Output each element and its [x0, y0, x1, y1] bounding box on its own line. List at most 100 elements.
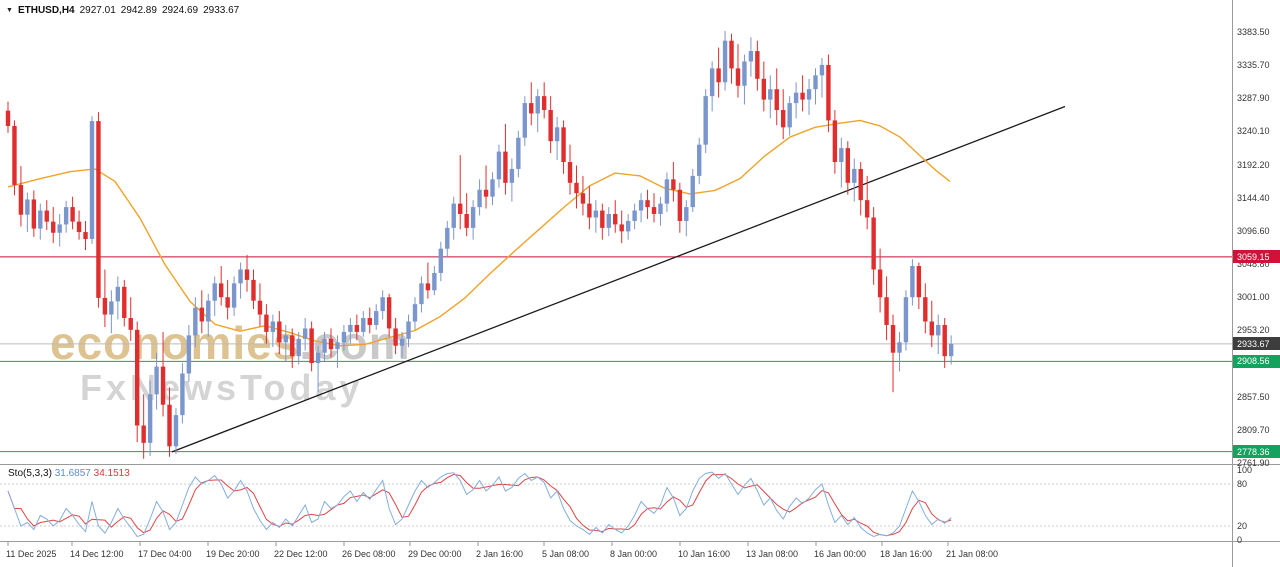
candle-body: [218, 283, 224, 298]
candle-body: [735, 68, 741, 86]
candle-body: [464, 214, 469, 228]
candle-body: [367, 318, 372, 325]
time-axis-label: 5 Jan 08:00: [542, 549, 590, 559]
price-tick-label: 2809.70: [1237, 424, 1270, 435]
candle-body: [335, 342, 340, 350]
candle-body: [755, 51, 760, 79]
candle-body: [613, 214, 618, 225]
time-axis-label: 22 Dec 12:00: [274, 549, 328, 559]
candle-body: [890, 324, 896, 353]
symbol-ohlc-bar: ▼ ETHUSD,H4 2927.01 2942.89 2924.69 2933…: [6, 5, 239, 16]
candle-body: [393, 328, 398, 346]
chevron-down-icon[interactable]: ▼: [6, 7, 13, 14]
candle-body: [386, 297, 392, 329]
time-axis-label: 21 Jan 08:00: [946, 549, 999, 559]
candle-body: [535, 96, 540, 114]
candle-body: [96, 121, 101, 298]
candle-body: [768, 89, 773, 100]
indicator-label: Sto(5,3,3) 31.6857 34.1513: [8, 468, 130, 479]
candle-body: [651, 207, 657, 215]
candle-body: [923, 297, 928, 322]
candle-body: [813, 75, 818, 90]
candle-body: [277, 321, 282, 343]
candle-body: [315, 352, 321, 364]
candle-body: [83, 232, 88, 239]
candle-body: [51, 221, 56, 233]
candle-body: [374, 311, 379, 325]
candle-body: [852, 168, 857, 183]
candle-body: [425, 283, 431, 291]
candle-body: [264, 314, 269, 332]
candle-body: [167, 404, 172, 447]
candle-body: [193, 307, 198, 336]
candle-body: [897, 342, 902, 353]
candle-body: [600, 210, 605, 228]
candle-body: [173, 415, 179, 447]
indicator-signal-value: 34.1513: [93, 468, 130, 479]
candle-body: [225, 297, 230, 308]
support-price-label: 2908.56: [1233, 354, 1280, 368]
candle-body: [438, 248, 444, 273]
candle-body: [684, 207, 689, 221]
candle-body: [445, 227, 450, 249]
symbol-label: ETHUSD,H4: [17, 5, 75, 16]
candle-body: [348, 324, 353, 332]
candle-body: [806, 89, 812, 100]
candle-body: [722, 40, 728, 83]
ohlc-high: 2942.89: [120, 5, 157, 16]
candle-body: [677, 189, 683, 221]
stoch-level-label: 100: [1237, 465, 1253, 475]
candle-body: [561, 127, 566, 163]
ohlc-open: 2927.01: [79, 5, 116, 16]
candle-body: [625, 220, 631, 232]
candle-body: [451, 203, 456, 228]
time-axis-label: 14 Dec 12:00: [70, 549, 124, 559]
candle-body: [490, 179, 495, 197]
price-tick-label: 3335.70: [1237, 60, 1270, 71]
price-tick-label: 3096.60: [1237, 225, 1270, 236]
candle-body: [128, 318, 133, 330]
time-axis-label: 10 Jan 16:00: [678, 549, 731, 559]
time-axis-label: 2 Jan 16:00: [476, 549, 524, 559]
price-tick-label: 3287.90: [1237, 93, 1270, 104]
candle-body: [341, 331, 347, 343]
candle-body: [290, 335, 295, 357]
candle-body: [774, 89, 779, 111]
candle-body: [115, 286, 121, 302]
moving-average-line: [7, 119, 951, 347]
price-tick-label: 3383.50: [1237, 27, 1270, 37]
ohlc-low: 2924.69: [161, 5, 199, 16]
candle-body: [109, 301, 114, 315]
candle-body: [541, 96, 547, 111]
candle-body: [270, 321, 276, 332]
candle-body: [354, 324, 360, 332]
candle-body: [477, 189, 482, 208]
candle-body: [432, 272, 437, 291]
candle-body: [154, 366, 159, 395]
candle-body: [606, 214, 611, 228]
candle-body: [160, 366, 166, 405]
candle-body: [839, 148, 844, 163]
stoch-level-label: 20: [1237, 521, 1248, 531]
candle-body: [5, 110, 11, 126]
candle-body: [936, 324, 941, 336]
stoch-signal-line: [7, 473, 952, 537]
ohlc-close: 2933.67: [203, 5, 240, 16]
price-tick-label: 3048.80: [1237, 259, 1270, 270]
candle-body: [593, 210, 599, 218]
candle-body: [70, 207, 75, 222]
candle-body: [903, 297, 909, 343]
candle-body: [38, 210, 43, 229]
candle-body: [781, 110, 786, 128]
time-axis-label: 29 Dec 00:00: [408, 549, 462, 559]
candle-body: [458, 203, 463, 215]
candle-body: [645, 200, 650, 208]
candle-body: [244, 269, 250, 280]
candle-body: [309, 328, 314, 364]
candle-body: [690, 175, 695, 208]
candle-body: [742, 61, 747, 86]
candle-body: [206, 300, 211, 322]
candle-body: [18, 184, 24, 215]
